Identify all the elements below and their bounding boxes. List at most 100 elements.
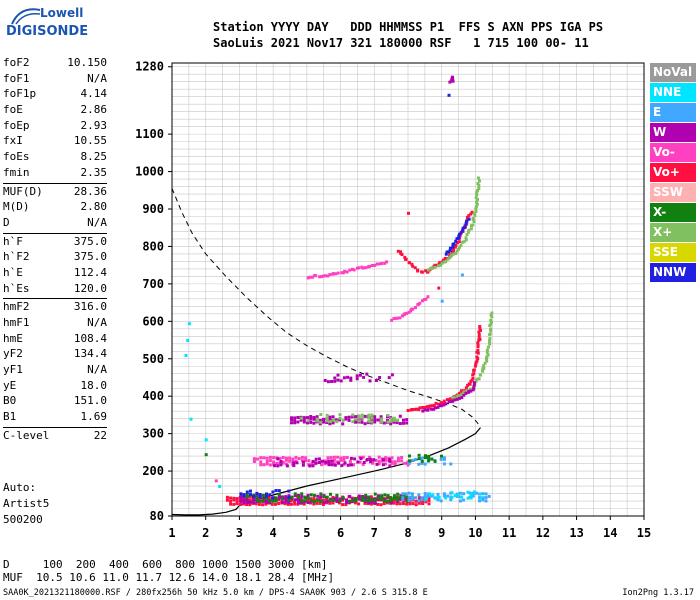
x-tick-label: 12 <box>536 526 550 540</box>
echo-layer-point <box>259 456 263 460</box>
echo-layer-point <box>255 496 259 500</box>
echo-layer-point <box>245 493 249 496</box>
echo-trace-point <box>390 318 394 322</box>
echo-layer-point <box>357 414 361 418</box>
echo-layer-point <box>265 456 269 460</box>
param-label: fxI <box>3 134 23 148</box>
echo-layer-point <box>354 415 357 419</box>
echo-layer-point <box>430 457 434 461</box>
echo-layer-point <box>308 464 312 468</box>
echo-trace-point <box>445 398 449 402</box>
param-label: B1 <box>3 410 17 424</box>
echo-layer-point <box>336 373 340 377</box>
echo-layer-point <box>466 496 470 500</box>
echo-trace-point <box>322 274 325 278</box>
y-tick-label: 700 <box>142 277 164 291</box>
echo-layer-point <box>316 498 320 502</box>
echo-layer-point <box>417 457 421 461</box>
echo-trace-point <box>472 381 476 385</box>
echo-layer-point <box>292 464 296 468</box>
echo-layer-point <box>300 494 304 498</box>
param-label: h`E <box>3 265 23 279</box>
echo-layer-point <box>408 459 411 463</box>
param-row: h`E 112.4 <box>3 266 107 282</box>
echo-layer-point <box>361 455 365 459</box>
echo-trace-point <box>420 299 424 303</box>
echo-layer-point <box>239 494 243 498</box>
param-value: 4.14 <box>80 87 108 101</box>
echo-layer-point <box>389 498 393 502</box>
echo-trace-point <box>320 275 324 279</box>
echo-layer-point <box>272 456 276 460</box>
param-row: M(D) 2.80 <box>3 200 107 216</box>
echo-layer-point <box>288 456 292 460</box>
echo-trace-point <box>438 261 442 265</box>
echo-trace-point <box>421 406 425 409</box>
echo-layer-point <box>433 459 437 463</box>
echo-layer-point <box>268 455 272 459</box>
echo-layer-point <box>371 461 375 465</box>
echo-layer-point <box>423 492 427 495</box>
echo-layer-point <box>395 502 399 506</box>
echo-trace-point <box>477 187 481 190</box>
echo-layer-point <box>349 378 353 382</box>
echo-layer-point <box>324 460 328 464</box>
echo-layer-point <box>396 496 400 500</box>
echo-layer-point <box>344 417 348 421</box>
echo-layer-point <box>417 499 421 503</box>
echo-trace-point <box>409 309 413 313</box>
echo-layer-point <box>427 456 431 460</box>
echo-trace-point <box>437 264 440 268</box>
echo-layer-point <box>396 419 400 422</box>
echo-scatter-point <box>184 354 188 357</box>
echo-trace-point <box>476 341 480 345</box>
echo-layer-point <box>402 421 405 425</box>
echo-trace-point <box>465 215 469 219</box>
echo-layer-point <box>381 463 385 467</box>
echo-layer-point <box>297 498 300 502</box>
x-tick-label: 15 <box>637 526 651 540</box>
param-row: hmF1 N/A <box>3 316 107 332</box>
param-value: 18.0 <box>80 378 108 392</box>
echo-layer-point <box>393 497 396 501</box>
echo-layer-point <box>392 418 396 422</box>
echo-layer-point <box>380 498 384 502</box>
echo-trace-point <box>442 399 446 403</box>
echo-layer-point <box>370 500 374 504</box>
echo-scatter-point <box>218 485 222 488</box>
echo-layer-point <box>309 415 313 418</box>
echo-layer-point <box>363 414 367 418</box>
echo-layer-point <box>338 418 341 422</box>
echo-trace-point <box>400 253 404 256</box>
echo-layer-point <box>312 421 316 425</box>
echo-scatter-point <box>460 273 464 277</box>
param-value: 2.93 <box>80 118 108 132</box>
echo-trace-point <box>466 383 470 387</box>
echo-layer-point <box>242 498 246 502</box>
echo-layer-point <box>405 502 409 506</box>
echo-layer-point <box>378 376 382 379</box>
echo-trace-point <box>357 266 361 270</box>
echo-layer-point <box>311 464 315 468</box>
legend-item: SSW <box>650 183 696 202</box>
echo-layer-point <box>306 496 310 500</box>
echo-layer-point <box>303 496 307 499</box>
echo-layer-point <box>306 419 310 423</box>
echo-layer-point <box>407 499 411 502</box>
echo-layer-point <box>278 457 282 461</box>
echo-layer-point <box>405 421 409 425</box>
echo-trace-point <box>406 409 410 412</box>
echo-layer-point <box>439 457 443 461</box>
echo-trace-point <box>418 406 422 410</box>
echo-layer-point <box>479 492 483 496</box>
legend-item: W <box>650 123 696 142</box>
echo-layer-point <box>414 496 418 500</box>
echo-trace-point <box>471 223 475 227</box>
echo-layer-point <box>332 455 336 459</box>
legend-item: NNE <box>650 83 696 102</box>
echo-layer-point <box>357 502 361 506</box>
param-label: foEp <box>3 118 30 132</box>
echo-layer-point <box>279 460 283 463</box>
echo-layer-point <box>265 459 269 463</box>
echo-trace-point <box>485 357 488 361</box>
